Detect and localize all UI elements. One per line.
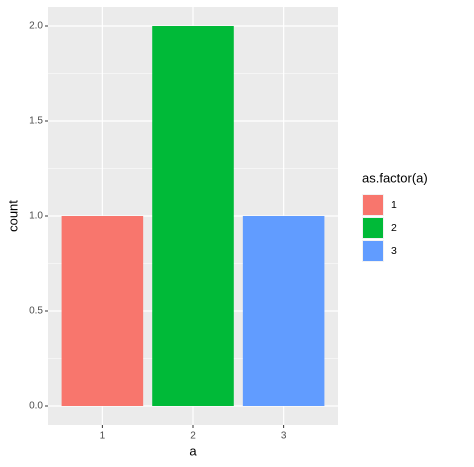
legend-title: as.factor(a)	[362, 170, 428, 185]
legend-label: 2	[391, 222, 397, 234]
y-axis-title: count	[5, 200, 20, 232]
y-tick-label: 1.0	[29, 211, 43, 222]
legend-swatch	[363, 218, 383, 238]
x-axis-title: a	[189, 443, 197, 458]
legend-label: 1	[391, 199, 397, 211]
y-tick-label: 0.0	[29, 401, 43, 412]
bars	[61, 26, 325, 406]
y-tick-label: 0.5	[29, 306, 43, 317]
legend-swatch	[363, 241, 383, 261]
y-tick-label: 2.0	[29, 21, 43, 32]
x-tick-label: 2	[190, 431, 196, 442]
x-tick-label: 1	[100, 431, 106, 442]
y-tick-label: 1.5	[29, 116, 43, 127]
bar	[152, 26, 234, 406]
legend-label: 3	[391, 245, 397, 257]
bar	[61, 216, 144, 406]
legend-swatch	[363, 195, 383, 215]
x-tick-label: 3	[281, 431, 287, 442]
bar	[242, 216, 325, 406]
axes: 0.0 0.5 1.0 1.5 2.0 1 2 3	[29, 21, 287, 442]
legend: as.factor(a) 1 2 3	[362, 170, 428, 262]
